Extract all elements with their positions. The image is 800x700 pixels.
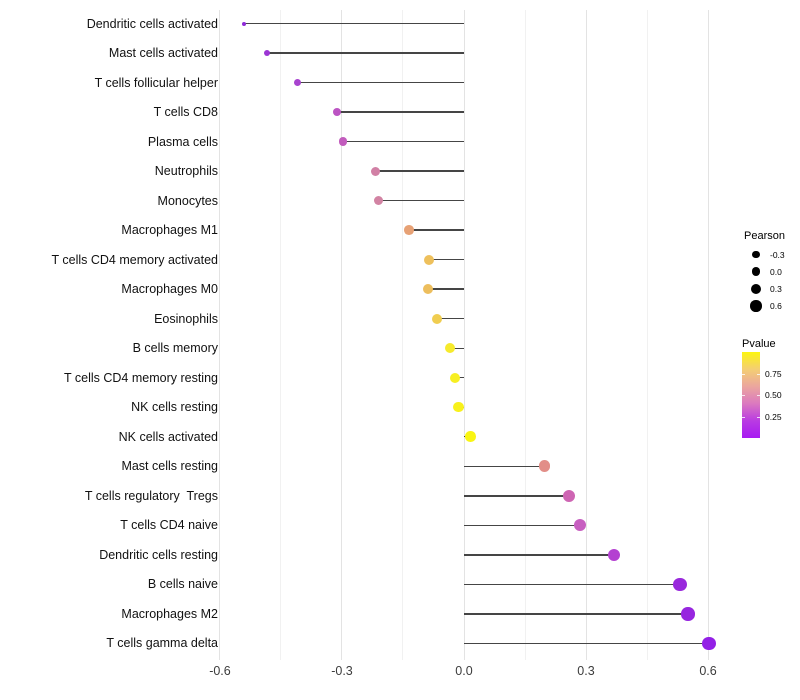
pearson-legend-label: -0.3 (770, 249, 785, 260)
x-tick-label: 0.6 (699, 664, 717, 678)
lollipop-stem (449, 347, 464, 349)
lollipop-dot (444, 343, 455, 354)
gridline-minor (402, 10, 404, 660)
lollipop-stem (464, 524, 580, 527)
y-axis-label: Plasma cells (147, 134, 218, 149)
pvalue-tick-mark (757, 416, 760, 418)
lollipop-dot (424, 254, 434, 265)
pearson-legend-dot (751, 267, 761, 277)
y-axis-label: T cells follicular helper (94, 75, 218, 90)
x-tick-label: -0.6 (209, 664, 231, 678)
lollipop-dot (538, 460, 551, 473)
y-axis-label: NK cells activated (118, 429, 218, 444)
y-axis-label: Neutrophils (154, 164, 218, 179)
lollipop-dot (371, 166, 381, 176)
lollipop-stem (342, 140, 464, 143)
lollipop-stem (378, 199, 464, 202)
lollipop-dot (242, 21, 247, 26)
lollipop-dot (453, 402, 464, 413)
lollipop-dot (607, 548, 621, 562)
lollipop-stem (464, 554, 615, 556)
y-axis-label: Monocytes (157, 193, 218, 208)
y-axis-label: T cells CD8 (153, 105, 218, 120)
lollipop-stem (336, 111, 464, 113)
lollipop-stem (464, 495, 570, 497)
pvalue-tick-mark (742, 416, 745, 418)
y-axis-label: Dendritic cells resting (99, 547, 218, 562)
x-tick-label: 0.0 (455, 664, 473, 678)
pvalue-colorbar (742, 352, 760, 438)
lollipop-stem (464, 465, 545, 467)
lollipop-dot (332, 107, 341, 117)
lollipop-stem (464, 613, 689, 615)
lollipop-dot (702, 636, 716, 651)
pvalue-tick-label: 0.75 (765, 368, 782, 379)
lollipop-dot (449, 372, 461, 383)
gridline-minor (646, 10, 648, 660)
gridline-major (585, 10, 587, 660)
x-tick-label: 0.3 (577, 664, 595, 678)
gridline-minor (280, 10, 282, 660)
lollipop-dot (432, 313, 443, 324)
lollipop-stem (464, 642, 709, 645)
y-axis-label: Macrophages M2 (121, 606, 218, 621)
y-axis-label: T cells gamma delta (106, 636, 218, 651)
y-axis-label: T cells regulatory Tregs (84, 488, 218, 503)
y-axis-label: Eosinophils (154, 311, 218, 326)
pvalue-tick-mark (742, 395, 745, 396)
lollipop-dot (338, 137, 347, 146)
lollipop-stem (428, 288, 464, 290)
pearson-legend-dot (752, 250, 760, 259)
y-axis-label: T cells CD4 naive (120, 518, 218, 533)
lollipop-dot (293, 78, 301, 87)
y-axis-label: NK cells resting (131, 400, 218, 415)
pvalue-tick-mark (757, 395, 760, 396)
y-axis-label: Mast cells activated (108, 46, 218, 61)
x-tick-label: -0.3 (331, 664, 353, 678)
pvalue-legend-title: Pvalue (742, 338, 776, 350)
y-axis-label: Macrophages M0 (121, 282, 218, 297)
pvalue-tick-mark (742, 373, 745, 375)
gridline-major (463, 10, 465, 660)
y-axis-label: B cells naive (147, 577, 218, 592)
pearson-legend-label: 0.0 (770, 266, 782, 277)
y-axis-label: Macrophages M1 (121, 223, 218, 238)
gridline-major (219, 10, 221, 660)
lollipop-dot (681, 607, 695, 621)
gridline-major (707, 10, 709, 660)
pearson-legend-dot (750, 283, 762, 295)
lollipop-stem (244, 22, 464, 25)
lollipop-stem (408, 229, 464, 231)
lollipop-stem (297, 81, 464, 84)
lollipop-dot (423, 284, 434, 295)
pvalue-tick-label: 0.50 (765, 390, 782, 400)
lollipop-dot (673, 577, 687, 591)
pearson-legend-title: Pearson (744, 230, 785, 242)
lollipop-dot (373, 196, 383, 206)
lollipop-stem (464, 583, 680, 586)
lollipop-dot (563, 489, 576, 502)
lollipop-stem (266, 52, 464, 54)
pearson-legend-label: 0.3 (770, 283, 782, 294)
lollipop-dot (465, 431, 476, 443)
pvalue-tick-label: 0.25 (765, 411, 782, 422)
gridline-major (341, 10, 343, 660)
lollipop-stem (429, 258, 464, 261)
lollipop-stem (437, 318, 464, 320)
y-axis-label: T cells CD4 memory resting (64, 370, 218, 385)
lollipop-dot (403, 225, 414, 235)
pearson-legend-dot (750, 300, 762, 312)
pvalue-tick-mark (757, 373, 760, 375)
lollipop-dot (573, 519, 586, 532)
y-axis-label: Dendritic cells activated (86, 16, 218, 31)
y-axis-label: B cells memory (132, 341, 218, 356)
gridline-minor (524, 10, 526, 660)
lollipop-dot (263, 49, 270, 57)
y-axis-label: Mast cells resting (121, 459, 218, 474)
lollipop-stem (375, 170, 464, 172)
pearson-legend-label: 0.6 (770, 301, 782, 312)
y-axis-label: T cells CD4 memory activated (51, 252, 219, 267)
